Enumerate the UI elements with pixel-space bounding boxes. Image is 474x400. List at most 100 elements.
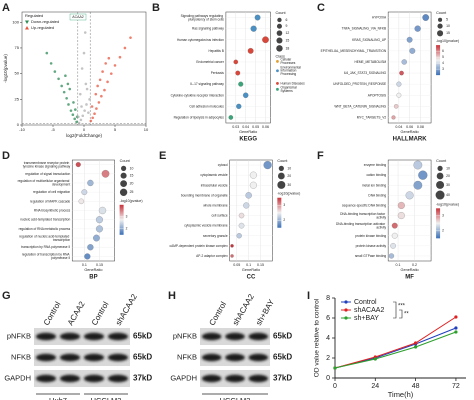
- x-tick-label: 0.06: [406, 125, 413, 129]
- band: [201, 332, 222, 341]
- size-legend-dot: [277, 172, 285, 180]
- term-label: HYPOXIA: [372, 15, 387, 19]
- term-label: TNFA_SIGNALING_VIA_NFKB: [342, 26, 386, 30]
- point: [65, 96, 68, 100]
- point: [60, 84, 63, 88]
- color-tick-label: 3: [442, 214, 444, 218]
- legend-title: Count: [436, 11, 447, 15]
- point: [113, 64, 117, 67]
- legend-title: Count: [120, 159, 131, 163]
- dot: [397, 212, 405, 220]
- dot: [230, 244, 234, 248]
- size-legend-label: 10: [287, 166, 291, 170]
- dot: [262, 36, 269, 44]
- dot: [75, 162, 81, 168]
- dot: [101, 169, 110, 178]
- term-label: bounding membrane of organelle: [181, 193, 228, 197]
- term-label: cation binding: [366, 173, 386, 177]
- term-label: regulation of multicellular organismal d…: [18, 179, 71, 187]
- point: [84, 82, 88, 86]
- legend-label: Down-regulated: [31, 19, 59, 24]
- chart-title: CC: [247, 275, 256, 281]
- size-legend-label: 9: [285, 24, 287, 28]
- series-marker: [414, 341, 418, 345]
- x-tick-label: 24: [371, 383, 379, 390]
- point: [81, 114, 85, 118]
- term-label: HEME_METABOLISM: [354, 60, 386, 64]
- legend-marker: [344, 300, 348, 304]
- term-label: Cytokine-cytokine receptor interaction: [171, 93, 225, 97]
- point: [88, 98, 91, 101]
- color-bar: [277, 197, 282, 228]
- term-label: DNA-binding transcription factor activit…: [340, 212, 386, 220]
- band: [225, 332, 245, 341]
- group-label: HCCLM3: [91, 396, 122, 400]
- series-marker: [414, 345, 418, 349]
- protein-label: NFKB: [177, 352, 197, 361]
- band: [225, 353, 245, 362]
- x-axis-label: GeneRatio: [239, 130, 257, 134]
- band: [107, 332, 129, 341]
- term-label: enzyme binding: [364, 163, 387, 167]
- x-axis-label: log2(FoldChange): [66, 133, 103, 138]
- size-legend-label: 5: [446, 18, 448, 22]
- term-label: transmembrane receptor protein tyrosine …: [23, 161, 71, 169]
- term-label: small GTPase binding: [355, 254, 386, 258]
- y-tick-label: 8: [326, 295, 330, 302]
- band: [201, 374, 222, 383]
- y-tick-label: 100: [12, 19, 19, 24]
- legend-title: Class: [275, 54, 285, 58]
- point: [64, 74, 67, 77]
- dot: [413, 180, 423, 190]
- class-legend-label: Cellular Processes: [280, 58, 295, 65]
- group-label: HCCLM3: [220, 396, 251, 400]
- dot: [405, 191, 414, 200]
- point: [62, 90, 66, 94]
- size-legend-dot: [120, 172, 127, 179]
- point: [80, 105, 83, 108]
- band: [107, 353, 129, 362]
- band: [35, 374, 57, 383]
- point: [104, 62, 107, 65]
- dot: [93, 234, 100, 242]
- term-label: metal ion binding: [362, 183, 386, 187]
- term-label: intracellular vesicle: [201, 183, 228, 187]
- size-legend-label: 15: [130, 174, 134, 178]
- point: [107, 56, 111, 60]
- y-tick-label: 4: [326, 335, 330, 342]
- point: [129, 36, 132, 39]
- size-legend-label: 20: [130, 182, 134, 186]
- size-label: 65kD: [133, 353, 152, 362]
- term-label: regulation of cell migration: [33, 190, 70, 194]
- size-legend-label: 10: [446, 166, 450, 170]
- dot: [406, 36, 413, 43]
- term-label: regulation of MAPK cascade: [30, 199, 70, 203]
- class-legend-dot: [276, 82, 279, 85]
- legend-label: Control: [354, 299, 377, 306]
- dot: [87, 244, 94, 251]
- protein-label: GAPDH: [4, 373, 31, 382]
- x-axis-label: Time(h): [388, 390, 414, 399]
- band: [225, 374, 245, 383]
- size-label: 65kD: [273, 332, 292, 341]
- band: [201, 353, 222, 362]
- band: [59, 332, 81, 341]
- y-tick-label: 50: [15, 71, 20, 76]
- size-legend-label: 25: [130, 190, 134, 194]
- point: [45, 51, 49, 55]
- dot: [399, 70, 404, 76]
- series-marker: [454, 315, 458, 319]
- size-legend-dot: [436, 180, 445, 189]
- color-tick-label: 3: [126, 215, 128, 219]
- size-label: 37kD: [273, 374, 292, 383]
- dot: [391, 222, 398, 229]
- x-tick-label: 5: [114, 127, 117, 132]
- panel-label: H: [168, 290, 176, 302]
- color-bar: [436, 208, 441, 239]
- dot: [84, 253, 91, 260]
- term-label: RNA biosynthetic process: [34, 208, 71, 212]
- y-axis-label: -log10(pvalue): [3, 54, 8, 83]
- legend-marker: [25, 20, 29, 24]
- size-legend-dot: [119, 188, 128, 197]
- term-label: whole membrane: [203, 203, 228, 207]
